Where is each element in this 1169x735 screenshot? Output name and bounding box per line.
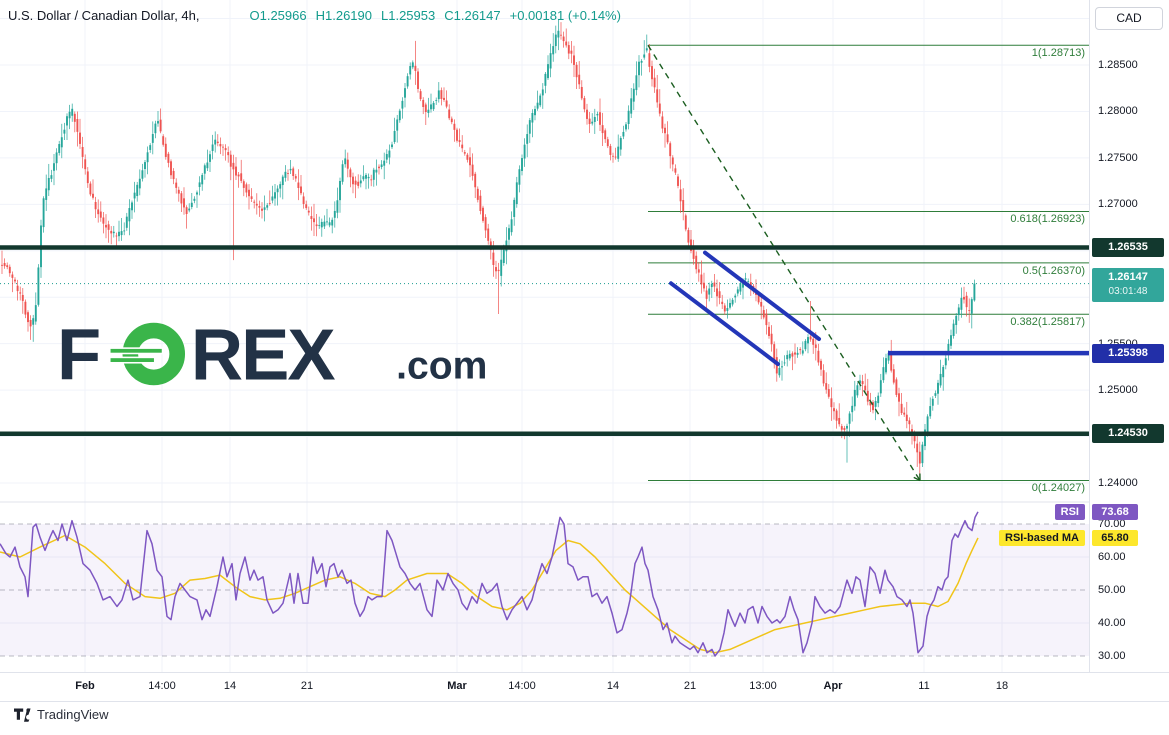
price-tick-label: 1.28000	[1098, 105, 1138, 118]
badge-price: 1.25398	[1108, 346, 1148, 359]
forex-logo-f: F	[57, 318, 101, 388]
bar-countdown: 03:01:48	[1108, 285, 1148, 297]
candlestick-series	[1, 18, 976, 481]
price-axis-badge: 1.25398	[1092, 343, 1164, 363]
channel-line[interactable]	[703, 250, 821, 342]
badge-price: 1.24530	[1108, 427, 1148, 440]
forex-com-watermark: F REX .com	[57, 315, 487, 395]
time-axis-label: 21	[683, 680, 697, 692]
rsi-tick-label: 30.00	[1098, 650, 1126, 662]
price-change: +0.00181 (+0.14%)	[509, 8, 621, 23]
symbol-name[interactable]: U.S. Dollar / Canadian Dollar, 4h,	[8, 8, 200, 23]
price-tick-label: 1.27000	[1098, 198, 1138, 211]
ohlc-high: H1.26190	[315, 8, 372, 23]
time-axis-label: 21	[300, 680, 314, 692]
rsi-tick-label: 60.00	[1098, 551, 1126, 563]
fib-level-label: 0.5(1.26370)	[1022, 264, 1085, 277]
fib-level-label: 0(1.24027)	[1031, 482, 1085, 495]
trendline-dashed[interactable]	[647, 44, 921, 481]
rsi-ma-line	[0, 534, 979, 654]
rsi-ma-value-badge: 65.80	[1092, 529, 1138, 546]
price-tick-label: 1.28500	[1098, 59, 1138, 71]
rsi-value-badge: 73.68	[1092, 503, 1138, 520]
price-tick-label: 1.24000	[1098, 477, 1138, 489]
badge-price: 1.26147	[1108, 270, 1148, 283]
rsi-tick-label: 40.00	[1098, 617, 1126, 629]
forex-logo: F REX .com	[57, 315, 487, 395]
time-axis-label: 11	[918, 680, 930, 692]
forex-logo-rex: REX	[191, 318, 336, 388]
price-axis[interactable]: CAD 1.285001.280001.275001.270001.255001…	[1089, 0, 1169, 700]
time-axis-label: 13:00	[749, 680, 777, 692]
time-axis-label: 18	[995, 680, 1009, 692]
time-axis[interactable]: Feb 14:00 14 21 Mar 14:00 14 21 13:00 Apr 11 18	[0, 672, 1169, 702]
tradingview-logo-icon	[14, 708, 31, 722]
tradingview-attribution[interactable]: TradingView	[14, 707, 109, 722]
rsi-tick-label: 70.00	[1098, 518, 1126, 530]
ohlc-close: C1.26147	[444, 8, 501, 23]
fib-level-label: 1(1.28713)	[1031, 47, 1085, 60]
badge-price: 1.26535	[1108, 241, 1148, 254]
time-axis-label: 14:00	[508, 680, 536, 692]
price-tick-label: 1.27500	[1098, 151, 1138, 164]
rsi-tick-label: 50.00	[1098, 584, 1126, 596]
forex-logo-bar1	[108, 347, 164, 355]
time-axis-label: 14:00	[148, 680, 176, 692]
price-tick-label: 1.25000	[1098, 384, 1138, 397]
forex-logo-bar2	[108, 356, 156, 364]
fib-level-label: 0.618(1.26923)	[1010, 213, 1085, 226]
ohlc-open: O1.25966	[249, 8, 307, 23]
ohlc-low: L1.25953	[381, 8, 436, 23]
trendline-arrow-icon	[913, 473, 921, 482]
time-axis-label: Mar	[447, 680, 467, 692]
fib-level-label: 0.382(1.25817)	[1010, 316, 1085, 329]
symbol-legend: U.S. Dollar / Canadian Dollar, 4h, O1.25…	[8, 8, 621, 23]
time-axis-label: Apr	[823, 680, 843, 692]
rsi-indicator-label[interactable]: RSI	[1054, 503, 1085, 520]
tradingview-brand-text: TradingView	[37, 707, 109, 722]
channel-line[interactable]	[669, 281, 780, 367]
ohlc-values: O1.25966 H1.26190 L1.25953 C1.26147	[249, 8, 500, 23]
price-axis-badge: 1.24530	[1092, 424, 1164, 444]
rsi-line	[0, 511, 979, 657]
time-axis-label: 14	[223, 680, 237, 692]
price-axis-badge: 1.26147 03:01:48	[1092, 267, 1164, 302]
price-axis-badge: 1.26535	[1092, 238, 1164, 258]
rsi-ma-indicator-label[interactable]: RSI-based MA	[999, 529, 1085, 546]
forex-logo-com: .com	[396, 344, 487, 387]
currency-toggle-button[interactable]: CAD	[1095, 7, 1163, 30]
time-axis-label: Feb	[75, 680, 95, 692]
time-axis-label: 14	[606, 680, 620, 692]
